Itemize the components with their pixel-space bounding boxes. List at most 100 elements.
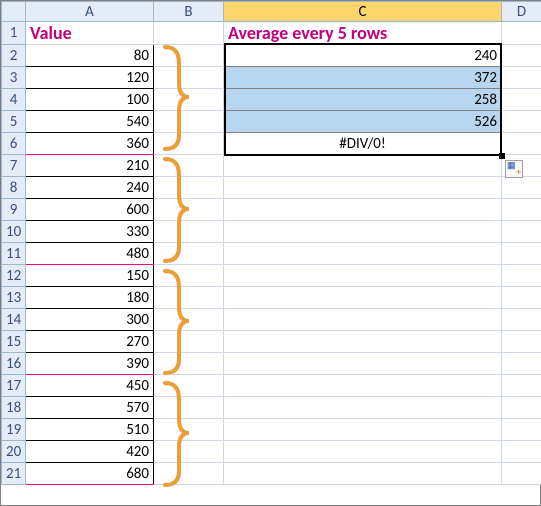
cell-C1[interactable]: Average every 5 rows	[224, 22, 502, 45]
cell-A4[interactable]: 100	[26, 89, 154, 111]
cell-D14[interactable]	[502, 309, 541, 331]
col-header-D[interactable]: D	[502, 2, 541, 22]
row-header-21[interactable]: 21	[2, 463, 26, 485]
cell-B14[interactable]	[154, 309, 224, 331]
cell-B20[interactable]	[154, 441, 224, 463]
cell-A15[interactable]: 270	[26, 331, 154, 353]
cell-D4[interactable]	[502, 89, 541, 111]
cell-C14[interactable]	[224, 309, 502, 331]
cell-D5[interactable]	[502, 111, 541, 133]
cell-A21[interactable]: 680	[26, 463, 154, 485]
cell-B13[interactable]	[154, 287, 224, 309]
cell-B15[interactable]	[154, 331, 224, 353]
col-header-B[interactable]: B	[154, 2, 224, 22]
cell-B4[interactable]	[154, 89, 224, 111]
col-header-C[interactable]: C	[224, 2, 502, 22]
cell-B12[interactable]	[154, 265, 224, 287]
cell-B2[interactable]	[154, 45, 224, 67]
cell-A8[interactable]: 240	[26, 177, 154, 199]
cell-D12[interactable]	[502, 265, 541, 287]
cell-D3[interactable]	[502, 67, 541, 89]
cell-B10[interactable]	[154, 221, 224, 243]
cell-B18[interactable]	[154, 397, 224, 419]
row-header-6[interactable]: 6	[2, 133, 26, 155]
select-all-corner[interactable]	[2, 2, 26, 22]
cell-D13[interactable]	[502, 287, 541, 309]
cell-C7[interactable]	[224, 155, 502, 177]
cell-C5[interactable]: 526	[224, 111, 502, 133]
row-header-7[interactable]: 7	[2, 155, 26, 177]
cell-B5[interactable]	[154, 111, 224, 133]
cell-B16[interactable]	[154, 353, 224, 375]
cell-A12[interactable]: 150	[26, 265, 154, 287]
cell-B9[interactable]	[154, 199, 224, 221]
cell-A6[interactable]: 360	[26, 133, 154, 155]
cell-D1[interactable]	[502, 22, 541, 45]
cell-D17[interactable]	[502, 375, 541, 397]
cell-D15[interactable]	[502, 331, 541, 353]
cell-C18[interactable]	[224, 397, 502, 419]
cell-D16[interactable]	[502, 353, 541, 375]
row-header-4[interactable]: 4	[2, 89, 26, 111]
cell-A10[interactable]: 330	[26, 221, 154, 243]
row-header-14[interactable]: 14	[2, 309, 26, 331]
spreadsheet-grid[interactable]: A B C D 1Value Average every 5 rows 280 240…	[1, 1, 541, 485]
cell-A17[interactable]: 450	[26, 375, 154, 397]
cell-C13[interactable]	[224, 287, 502, 309]
cell-A7[interactable]: 210	[26, 155, 154, 177]
cell-C8[interactable]	[224, 177, 502, 199]
row-header-1[interactable]: 1	[2, 22, 26, 45]
cell-D10[interactable]	[502, 221, 541, 243]
cell-C17[interactable]	[224, 375, 502, 397]
cell-B7[interactable]	[154, 155, 224, 177]
cell-B8[interactable]	[154, 177, 224, 199]
cell-A5[interactable]: 540	[26, 111, 154, 133]
row-header-8[interactable]: 8	[2, 177, 26, 199]
cell-C9[interactable]	[224, 199, 502, 221]
row-header-9[interactable]: 9	[2, 199, 26, 221]
cell-A1[interactable]: Value	[26, 22, 154, 45]
cell-C16[interactable]	[224, 353, 502, 375]
col-header-A[interactable]: A	[26, 2, 154, 22]
row-header-13[interactable]: 13	[2, 287, 26, 309]
cell-A11[interactable]: 480	[26, 243, 154, 265]
row-header-18[interactable]: 18	[2, 397, 26, 419]
cell-C10[interactable]	[224, 221, 502, 243]
cell-D18[interactable]	[502, 397, 541, 419]
row-header-19[interactable]: 19	[2, 419, 26, 441]
cell-C6[interactable]: #DIV/0!	[224, 133, 502, 155]
row-header-2[interactable]: 2	[2, 45, 26, 67]
row-header-10[interactable]: 10	[2, 221, 26, 243]
row-header-3[interactable]: 3	[2, 67, 26, 89]
cell-C4[interactable]: 258	[224, 89, 502, 111]
cell-B19[interactable]	[154, 419, 224, 441]
cell-A13[interactable]: 180	[26, 287, 154, 309]
cell-D9[interactable]	[502, 199, 541, 221]
cell-D6[interactable]	[502, 133, 541, 155]
row-header-20[interactable]: 20	[2, 441, 26, 463]
row-header-5[interactable]: 5	[2, 111, 26, 133]
row-header-12[interactable]: 12	[2, 265, 26, 287]
cell-A2[interactable]: 80	[26, 45, 154, 67]
cell-C21[interactable]	[224, 463, 502, 485]
cell-A19[interactable]: 510	[26, 419, 154, 441]
cell-D21[interactable]	[502, 463, 541, 485]
cell-D20[interactable]	[502, 441, 541, 463]
cell-B11[interactable]	[154, 243, 224, 265]
row-header-16[interactable]: 16	[2, 353, 26, 375]
cell-D11[interactable]	[502, 243, 541, 265]
cell-B6[interactable]	[154, 133, 224, 155]
cell-A20[interactable]: 420	[26, 441, 154, 463]
cell-B17[interactable]	[154, 375, 224, 397]
cell-B3[interactable]	[154, 67, 224, 89]
cell-C3[interactable]: 372	[224, 67, 502, 89]
cell-A18[interactable]: 570	[26, 397, 154, 419]
cell-A9[interactable]: 600	[26, 199, 154, 221]
cell-D19[interactable]	[502, 419, 541, 441]
cell-C2[interactable]: 240	[224, 45, 502, 67]
cell-D2[interactable]	[502, 45, 541, 67]
cell-C15[interactable]	[224, 331, 502, 353]
cell-A16[interactable]: 390	[26, 353, 154, 375]
row-header-15[interactable]: 15	[2, 331, 26, 353]
cell-A3[interactable]: 120	[26, 67, 154, 89]
